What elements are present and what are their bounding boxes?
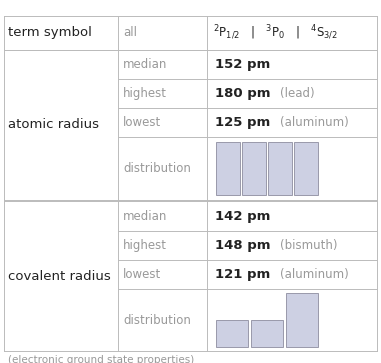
Text: 180 pm: 180 pm [215,87,270,100]
Text: distribution: distribution [123,314,191,327]
Text: median: median [123,209,168,223]
Bar [294,142,318,195]
Text: (bismuth): (bismuth) [280,239,338,252]
Text: (electronic ground state properties): (electronic ground state properties) [8,355,194,363]
Bar [216,142,240,195]
Text: all: all [123,26,137,40]
Bar [216,320,248,347]
Text: highest: highest [123,239,167,252]
Text: (aluminum): (aluminum) [280,116,349,129]
Bar [268,142,292,195]
Text: (lead): (lead) [280,87,315,100]
Text: 148 pm: 148 pm [215,239,270,252]
Text: $^{2}\mathrm{P}_{1/2}$   |   $^{3}\mathrm{P}_{0}$   |   $^{4}\mathrm{S}_{3/2}$: $^{2}\mathrm{P}_{1/2}$ | $^{3}\mathrm{P}… [213,24,338,42]
Bar [251,320,283,347]
Text: atomic radius: atomic radius [8,118,99,131]
Text: 152 pm: 152 pm [215,58,270,71]
Text: 121 pm: 121 pm [215,268,270,281]
Bar [242,142,266,195]
Text: covalent radius: covalent radius [8,270,110,283]
Text: term symbol: term symbol [8,26,91,40]
Text: 142 pm: 142 pm [215,209,270,223]
Text: 125 pm: 125 pm [215,116,270,129]
Text: median: median [123,58,168,71]
Text: (aluminum): (aluminum) [280,268,349,281]
Text: lowest: lowest [123,268,162,281]
Text: distribution: distribution [123,162,191,175]
Text: highest: highest [123,87,167,100]
Bar [286,293,318,347]
Text: lowest: lowest [123,116,162,129]
